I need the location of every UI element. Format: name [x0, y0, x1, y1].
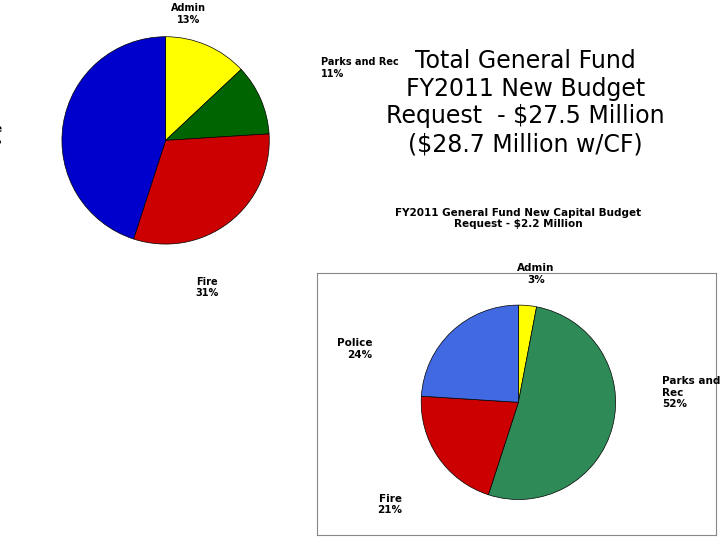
- Wedge shape: [62, 37, 166, 239]
- Wedge shape: [518, 305, 536, 402]
- Wedge shape: [166, 70, 269, 140]
- Wedge shape: [488, 307, 616, 500]
- Text: Admin
13%: Admin 13%: [171, 3, 206, 25]
- Text: Police
45%: Police 45%: [0, 124, 1, 146]
- Title: FY2011 General Fund New Capital Budget
Request - $2.2 Million: FY2011 General Fund New Capital Budget R…: [395, 208, 642, 230]
- Text: Total General Fund
FY2011 New Budget
Request  - $27.5 Million
($28.7 Million w/C: Total General Fund FY2011 New Budget Req…: [387, 49, 665, 156]
- Text: Fire
21%: Fire 21%: [377, 494, 402, 515]
- Wedge shape: [421, 305, 518, 402]
- Wedge shape: [134, 134, 269, 244]
- Text: Parks and Rec
11%: Parks and Rec 11%: [321, 57, 399, 79]
- Text: Admin
3%: Admin 3%: [517, 263, 554, 285]
- Wedge shape: [166, 37, 241, 140]
- Wedge shape: [421, 396, 518, 495]
- Text: Police
24%: Police 24%: [337, 338, 373, 360]
- Text: Parks and
Rec
52%: Parks and Rec 52%: [662, 376, 720, 409]
- Text: Fire
31%: Fire 31%: [195, 277, 219, 299]
